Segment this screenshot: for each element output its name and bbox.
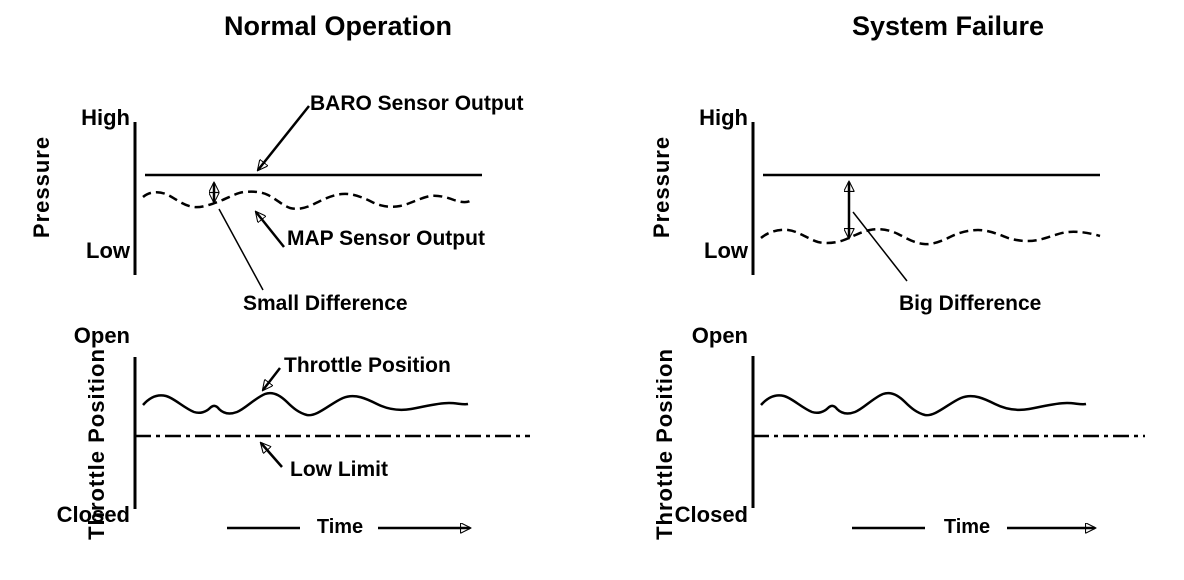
normal-panel-title: Normal Operation bbox=[223, 11, 453, 41]
normal-pressure-tick-high: High bbox=[81, 105, 130, 130]
map-label-arrow bbox=[256, 212, 285, 248]
throttle-curve-failure bbox=[760, 391, 1087, 417]
normal-throttle-axis-title: Throttle Position bbox=[83, 348, 109, 540]
map-curve-failure bbox=[760, 227, 1101, 246]
failure-time-axis-label: Time bbox=[943, 516, 991, 538]
normal-pressure-tick-low: Low bbox=[86, 238, 130, 263]
map-curve-normal bbox=[142, 190, 471, 211]
throttle-label-arrow bbox=[263, 367, 281, 390]
low-limit-label-arrow bbox=[261, 443, 283, 468]
failure-pressure-tick-high: High bbox=[699, 105, 748, 130]
baro-sensor-output-label: BARO Sensor Output bbox=[310, 92, 524, 115]
throttle-curve-normal bbox=[142, 391, 469, 417]
failure-pressure-axis-title: Pressure bbox=[648, 135, 674, 239]
normal-throttle-tick-open: Open bbox=[73, 323, 130, 348]
normal-pressure-axis-title: Pressure bbox=[28, 135, 54, 239]
throttle-position-label: Throttle Position bbox=[284, 354, 451, 377]
normal-time-axis-label: Time bbox=[316, 516, 364, 538]
low-limit-label: Low Limit bbox=[290, 458, 388, 481]
failure-throttle-axis-title: Throttle Position bbox=[651, 348, 677, 540]
failure-panel-title: System Failure bbox=[851, 11, 1045, 41]
normal-throttle-tick-closed: Closed bbox=[56, 502, 130, 527]
failure-pressure-tick-low: Low bbox=[704, 238, 748, 263]
big-difference-leader-line bbox=[852, 211, 908, 282]
big-difference-label: Big Difference bbox=[899, 292, 1042, 315]
map-sensor-output-label: MAP Sensor Output bbox=[287, 227, 485, 250]
small-difference-leader-line bbox=[218, 208, 264, 291]
failure-throttle-tick-open: Open bbox=[691, 323, 748, 348]
baro-label-arrow bbox=[258, 105, 310, 170]
failure-throttle-tick-closed: Closed bbox=[674, 502, 748, 527]
small-difference-label: Small Difference bbox=[243, 292, 408, 315]
